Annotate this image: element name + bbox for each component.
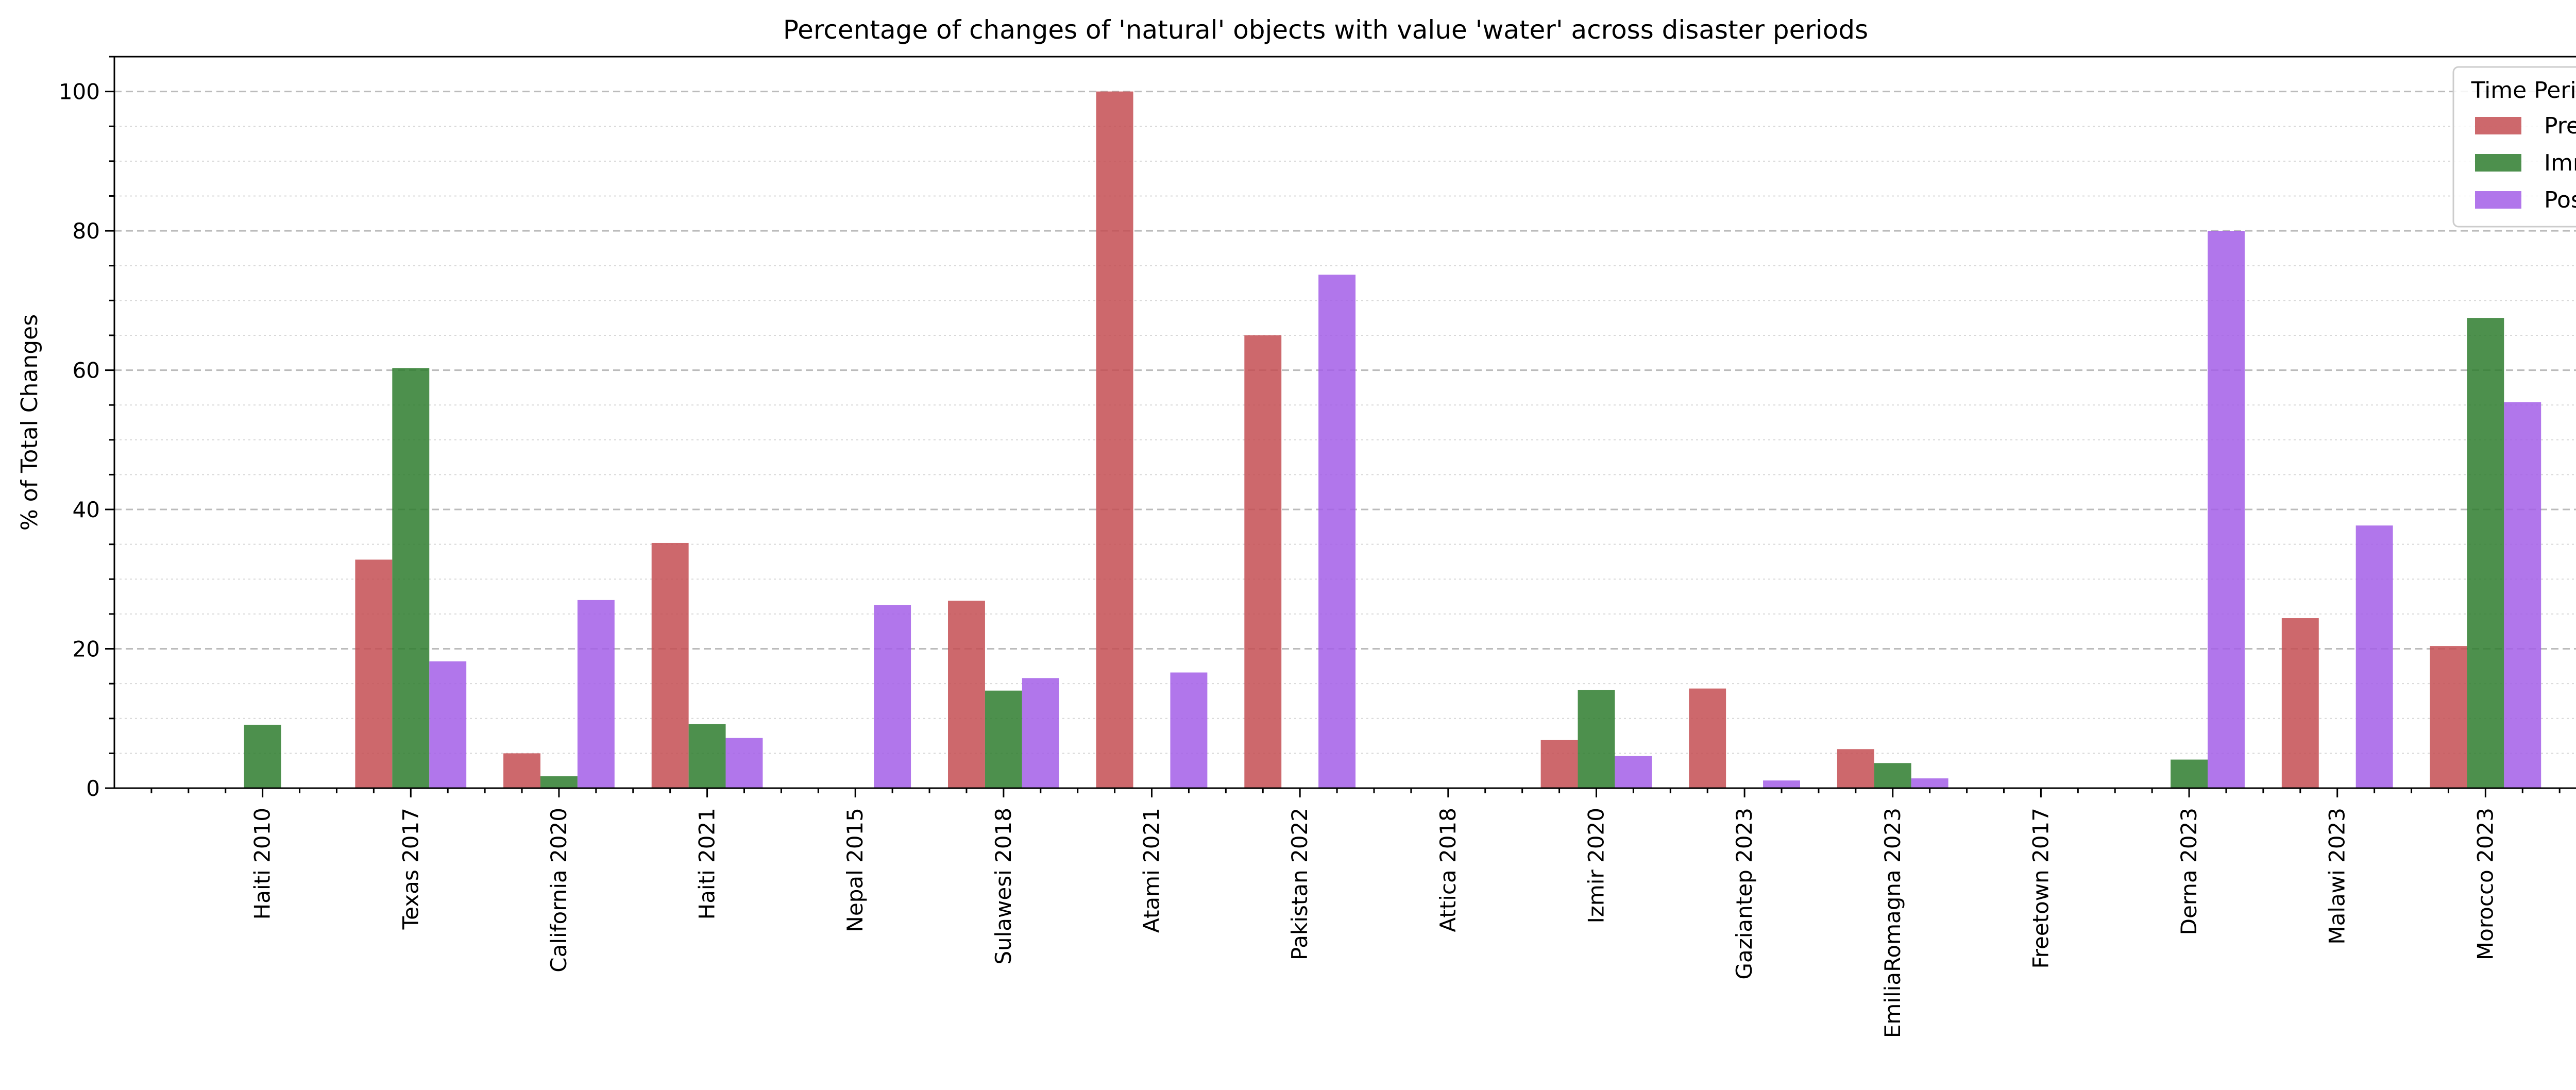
x-tick-label: Malawi 2023	[2325, 808, 2350, 945]
bar-post	[2208, 231, 2245, 789]
bar-imm	[392, 368, 430, 788]
x-tick-label: Gaziantep 2023	[1732, 808, 1757, 980]
x-tick-label: Morocco 2023	[2472, 808, 2498, 960]
x-tick-label: Attica 2018	[1435, 808, 1461, 932]
bar-imm	[2171, 759, 2208, 788]
bar-pre	[1540, 740, 1578, 788]
x-tick-label: Haiti 2010	[250, 808, 275, 919]
y-tick-label: 0	[86, 776, 100, 801]
x-axis: Haiti 2010 Texas 2017 California 2020 Haiti…	[150, 788, 2561, 1038]
bar-pre	[1689, 688, 1726, 788]
bar-post	[1170, 672, 1208, 788]
bar-post	[1763, 780, 1800, 788]
legend-label-imm: Imm	[2544, 150, 2576, 176]
legend-label-pre: Pre	[2544, 113, 2576, 139]
legend-swatch-imm	[2475, 154, 2521, 172]
bar-pre	[948, 601, 985, 788]
bar-pre	[503, 753, 540, 788]
x-tick-label: Freetown 2017	[2028, 808, 2053, 969]
x-tick-label: Pakistan 2022	[1287, 808, 1312, 960]
legend: Time Period Pre Imm Post	[2452, 66, 2576, 228]
bar-post	[429, 661, 467, 788]
bar-imm	[985, 690, 1022, 788]
x-tick-label: Atami 2021	[1139, 808, 1164, 933]
bar-pre	[1837, 749, 1874, 788]
y-tick-label: 40	[73, 497, 100, 522]
x-tick-label: EmiliaRomagna 2023	[1880, 808, 1905, 1038]
x-tick-label: Texas 2017	[398, 808, 423, 930]
bar-pre	[1096, 91, 1133, 789]
x-tick-label: Nepal 2015	[842, 808, 868, 932]
bar-post	[1911, 778, 1948, 788]
x-tick-label: Haiti 2021	[694, 808, 720, 919]
x-tick-label: Derna 2023	[2176, 808, 2201, 935]
bar-imm	[688, 724, 726, 788]
y-tick-label: 60	[73, 358, 100, 383]
bar-post	[2355, 525, 2393, 788]
y-axis: 0 20 40 60 80 100	[59, 56, 114, 801]
legend-title: Time Period	[2471, 77, 2576, 104]
bar-imm	[540, 776, 578, 788]
bar-post	[874, 605, 911, 788]
legend-label-post: Post	[2544, 187, 2576, 213]
bars-group	[244, 91, 2541, 789]
bar-post	[2504, 402, 2541, 788]
x-tick-label: Sulawesi 2018	[991, 808, 1016, 965]
y-tick-label: 20	[73, 637, 100, 662]
legend-frame	[2452, 66, 2576, 228]
bar-post	[1615, 756, 1652, 788]
y-tick-label: 80	[73, 218, 100, 244]
y-axis-label: % of Total Changes	[16, 314, 43, 531]
legend-swatch-post	[2475, 191, 2521, 209]
bar-pre	[2281, 618, 2319, 788]
chart-title: Percentage of changes of 'natural' objec…	[783, 15, 1868, 45]
bar-pre	[1244, 335, 1282, 788]
y-tick-label: 100	[59, 79, 100, 105]
bar-post	[725, 738, 763, 788]
bar-imm	[1874, 763, 1911, 788]
bar-imm	[244, 724, 281, 788]
legend-swatch-pre	[2475, 117, 2521, 134]
bar-imm	[1578, 690, 1615, 788]
bar-imm	[2467, 318, 2504, 788]
bar-post	[1318, 275, 1356, 788]
x-tick-label: Izmir 2020	[1583, 808, 1608, 924]
x-tick-label: California 2020	[546, 808, 571, 973]
bar-post	[577, 600, 615, 788]
bar-pre	[651, 542, 689, 788]
bar-post	[1022, 678, 1059, 788]
bar-pre	[355, 559, 393, 788]
bar-pre	[2430, 646, 2467, 788]
